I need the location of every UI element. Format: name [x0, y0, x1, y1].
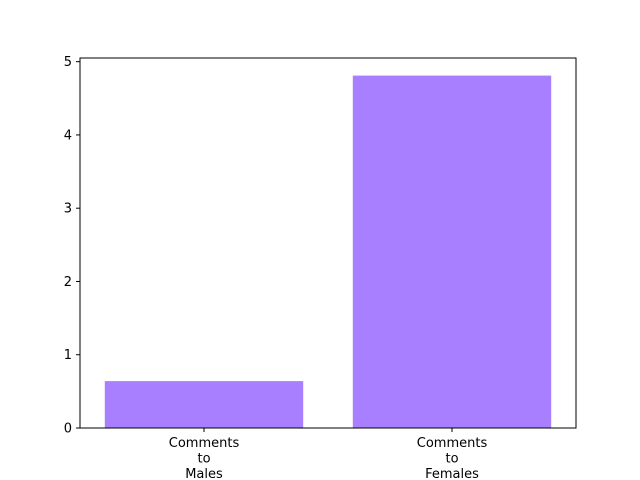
x-tick-label-0-0: Comments	[169, 436, 240, 451]
y-tick-label-2: 2	[64, 275, 72, 290]
x-tick-label-0-2: Males	[185, 467, 223, 480]
y-tick-label-3: 3	[64, 202, 72, 217]
y-tick-label-0: 0	[64, 422, 72, 437]
x-tick-label-0-1: to	[197, 452, 210, 467]
x-tick-label-1-0: Comments	[417, 436, 488, 451]
bars-group	[104, 75, 552, 428]
y-tick-label-1: 1	[64, 348, 72, 363]
bar-0	[104, 381, 304, 428]
y-tick-label-5: 5	[64, 55, 72, 70]
x-tick-label-1-2: Females	[425, 467, 479, 480]
x-tick-label-1-1: to	[445, 452, 458, 467]
y-axis: 0 1 2 3 4 5	[64, 55, 80, 437]
bar-1	[352, 75, 552, 428]
plot-frame	[79, 57, 577, 429]
y-tick-label-4: 4	[64, 128, 72, 143]
